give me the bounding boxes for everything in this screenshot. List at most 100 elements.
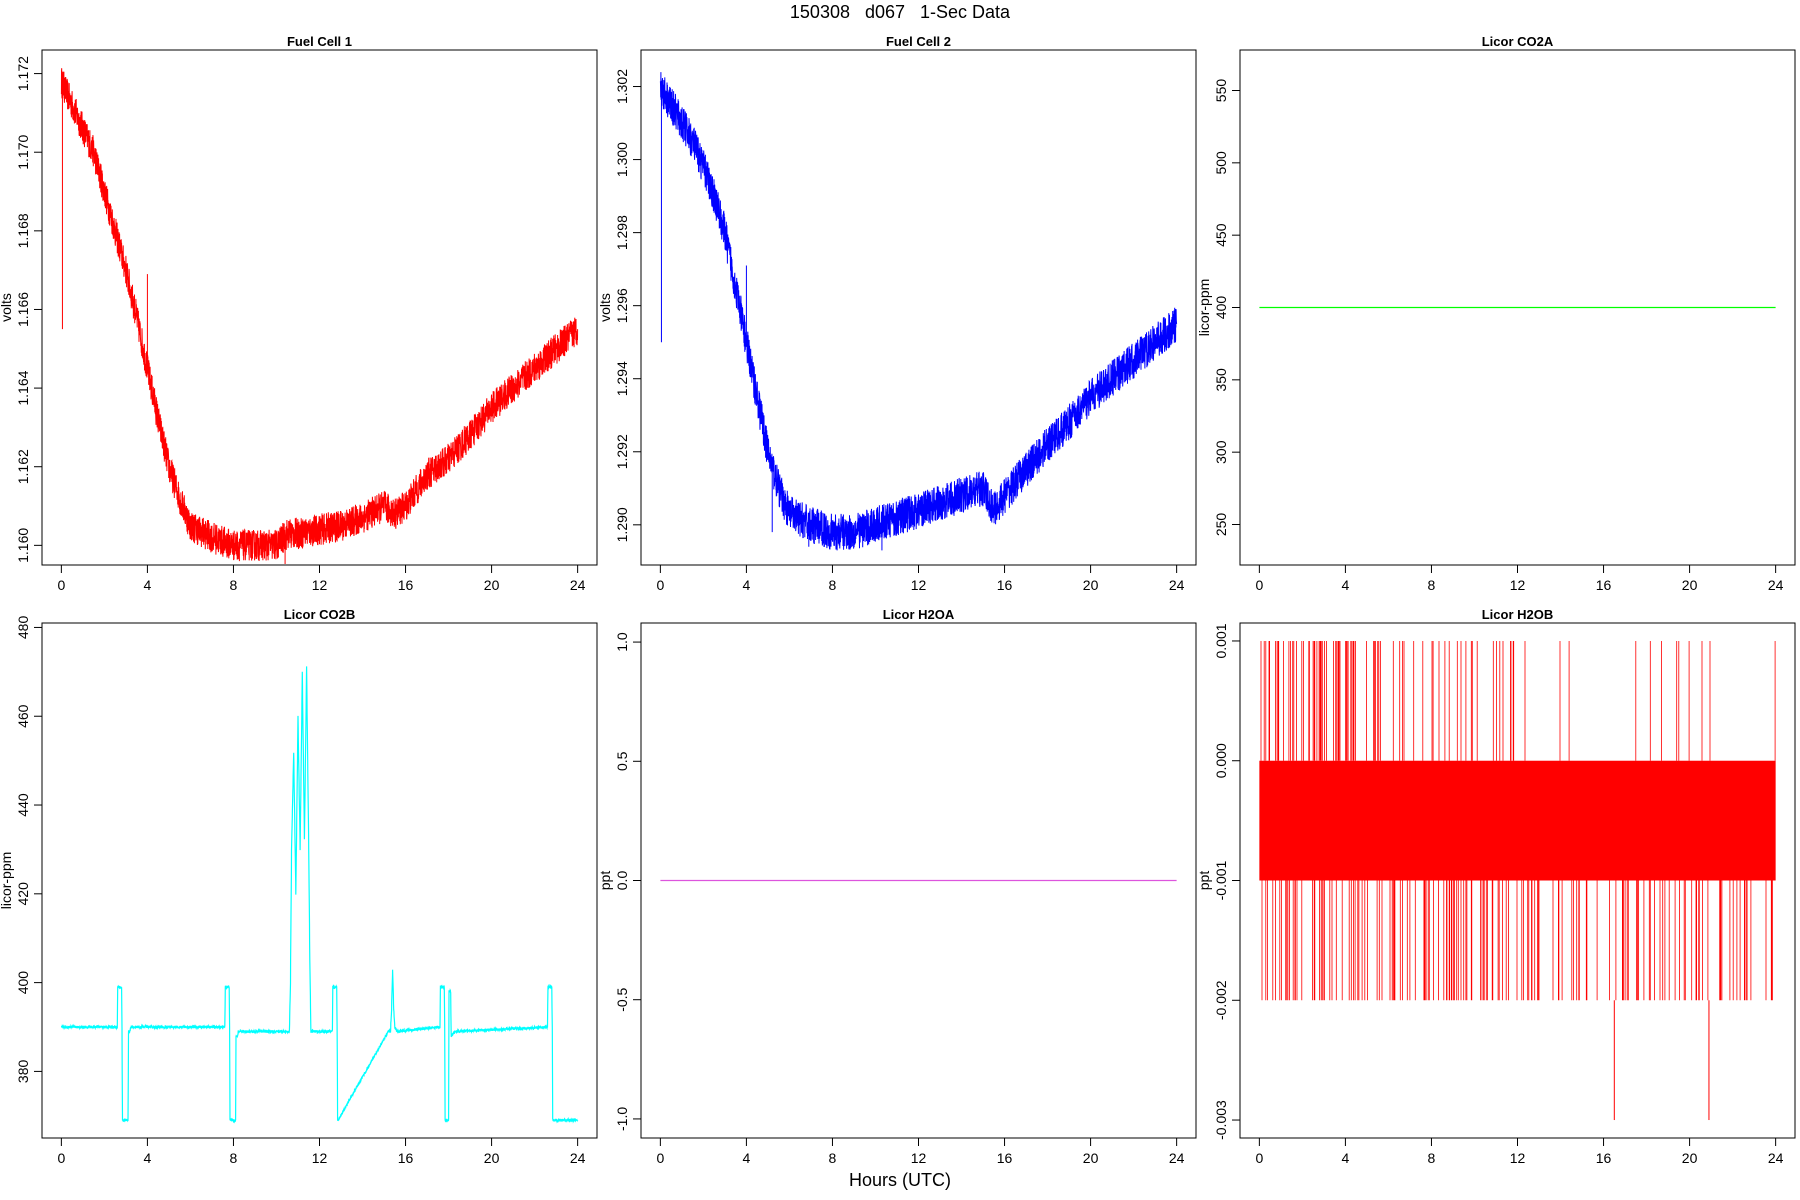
y-tick-label: -0.001	[1213, 860, 1229, 900]
y-tick-label: 300	[1213, 440, 1229, 464]
x-tick-label: 20	[1083, 1150, 1099, 1166]
y-tick-label: -0.003	[1213, 1100, 1229, 1140]
y-tick-label: 0.001	[1213, 623, 1229, 658]
y-tick-label: 0.0	[614, 871, 630, 891]
x-tick-label: 16	[997, 577, 1013, 593]
x-tick-label: 20	[1083, 577, 1099, 593]
chart-panel-6: Licor H2OB 0 4 8 12 16 20 24 -0.003 -0.002 -0.001 0…	[1196, 607, 1796, 1166]
x-tick-label: 8	[230, 577, 238, 593]
x-tick-label: 24	[1768, 1150, 1784, 1166]
x-tick-label: 4	[1342, 577, 1350, 593]
page-title: 150308 d067 1-Sec Data	[789, 2, 1011, 22]
y-tick-label: 250	[1213, 513, 1229, 537]
x-tick-label: 20	[1682, 577, 1698, 593]
x-tick-label: 12	[1510, 577, 1526, 593]
y-tick-label: 1.162	[15, 449, 31, 484]
chart-title: Fuel Cell 2	[886, 34, 951, 49]
x-tick-label: 8	[1428, 577, 1436, 593]
x-tick-label: 16	[1596, 577, 1612, 593]
x-tick-label: 16	[398, 577, 414, 593]
chart-title: Fuel Cell 1	[287, 34, 352, 49]
x-tick-label: 8	[829, 577, 837, 593]
y-tick-label: 1.300	[614, 142, 630, 177]
x-tick-label: 8	[230, 1150, 238, 1166]
y-tick-label: -1.0	[614, 1107, 630, 1131]
chart-title: Licor CO2A	[1482, 34, 1554, 49]
chart-panel-5: Licor H2OA 0 4 8 12 16 20 24 -1.0 -0.5 0.0 0.5 1.0 pp…	[597, 607, 1197, 1166]
plot-frame	[640, 49, 1197, 566]
x-tick-label: 0	[1255, 1150, 1263, 1166]
chart-panel-3: Licor CO2A 0 4 8 12 16 20 24 250 300 350 400 450 500 5…	[1196, 34, 1796, 593]
x-tick-label: 20	[484, 1150, 500, 1166]
x-tick-label: 4	[1342, 1150, 1350, 1166]
x-tick-label: 20	[484, 577, 500, 593]
x-tick-label: 0	[57, 1150, 65, 1166]
x-tick-label: 12	[312, 577, 328, 593]
y-tick-label: 1.0	[614, 632, 630, 652]
y-tick-label: 1.172	[15, 56, 31, 91]
x-tick-label: 24	[570, 1150, 586, 1166]
x-tick-label: 24	[1169, 577, 1185, 593]
x-tick-label: 16	[1596, 1150, 1612, 1166]
data-series-1	[60, 666, 579, 1124]
y-axis-label: volts	[0, 293, 14, 322]
y-tick-label: 460	[15, 704, 31, 728]
y-tick-label: 1.164	[15, 370, 31, 405]
x-tick-label: 12	[911, 1150, 927, 1166]
x-tick-label: 8	[1428, 1150, 1436, 1166]
y-axis-label: ppt	[1196, 871, 1212, 891]
y-tick-label: 1.290	[614, 507, 630, 542]
chart-title: Licor CO2B	[284, 607, 356, 622]
y-tick-label: 400	[15, 971, 31, 995]
x-tick-label: 12	[911, 577, 927, 593]
x-axis-label: Hours (UTC)	[849, 1170, 951, 1190]
x-tick-label: 12	[1510, 1150, 1526, 1166]
y-tick-label: 400	[1213, 296, 1229, 320]
x-tick-label: 24	[1768, 577, 1784, 593]
x-tick-label: 12	[312, 1150, 328, 1166]
y-tick-label: 1.294	[614, 361, 630, 396]
y-tick-label: 1.298	[614, 215, 630, 250]
x-tick-label: 4	[144, 1150, 152, 1166]
x-tick-label: 24	[570, 577, 586, 593]
plot-area	[60, 666, 579, 1124]
x-tick-label: 4	[144, 577, 152, 593]
x-tick-label: 8	[829, 1150, 837, 1166]
y-axis-label: ppt	[597, 871, 613, 891]
y-tick-label: 1.170	[15, 134, 31, 169]
y-tick-label: -0.5	[614, 987, 630, 1011]
x-tick-label: 0	[57, 577, 65, 593]
plot-area	[60, 68, 579, 564]
chart-title: Licor H2OB	[1482, 607, 1554, 622]
data-band	[1259, 760, 1776, 881]
y-axis-label: licor-ppm	[0, 852, 14, 910]
y-tick-label: 480	[15, 616, 31, 640]
y-tick-label: 1.168	[15, 213, 31, 248]
y-tick-label: 1.292	[614, 434, 630, 469]
plot-area	[659, 72, 1178, 551]
data-series-1	[659, 72, 1178, 551]
x-tick-label: 4	[743, 1150, 751, 1166]
y-axis-label: licor-ppm	[1196, 279, 1212, 337]
y-tick-label: 440	[15, 793, 31, 817]
y-tick-label: 1.166	[15, 292, 31, 327]
y-tick-label: 0.5	[614, 751, 630, 771]
y-tick-label: 450	[1213, 223, 1229, 247]
data-excursions	[1260, 641, 1776, 1001]
data-series-1	[60, 68, 579, 562]
plot-frame	[41, 622, 598, 1139]
x-tick-label: 16	[398, 1150, 414, 1166]
x-tick-label: 20	[1682, 1150, 1698, 1166]
x-tick-label: 0	[656, 577, 664, 593]
y-tick-label: 350	[1213, 368, 1229, 392]
y-tick-label: 550	[1213, 79, 1229, 103]
y-axis-label: volts	[597, 293, 613, 322]
y-tick-label: 500	[1213, 151, 1229, 175]
y-tick-label: 420	[15, 882, 31, 906]
chart-panel-1: Fuel Cell 1 0 4 8 12 16 20 24 1.160 1.162 1.164 1.1…	[0, 34, 598, 593]
x-tick-label: 24	[1169, 1150, 1185, 1166]
plot-area	[1259, 641, 1776, 1121]
y-tick-label: 1.160	[15, 528, 31, 563]
y-tick-label: 380	[15, 1060, 31, 1084]
